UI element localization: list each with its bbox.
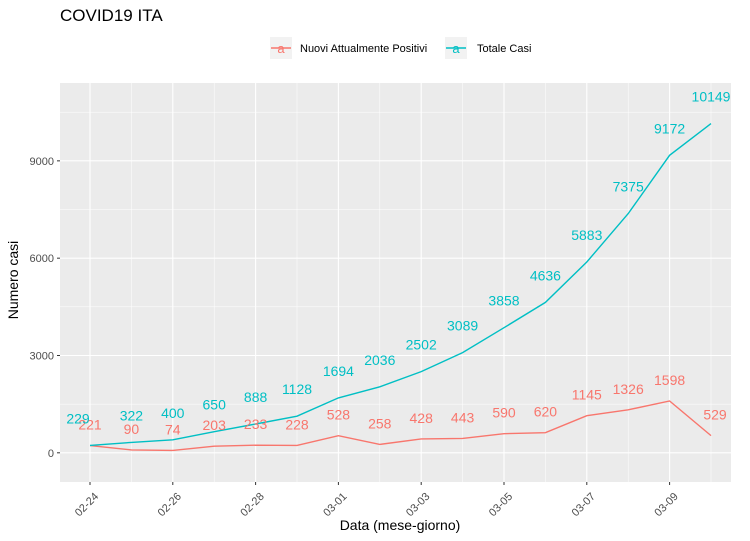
- x-axis-title: Data (mese-giorno): [340, 517, 461, 533]
- x-tick-label: 02-28: [238, 491, 266, 519]
- data-label: 221: [78, 417, 102, 433]
- data-label: 443: [451, 409, 475, 425]
- x-tick-label: 03-01: [321, 491, 349, 519]
- data-label: 322: [120, 407, 144, 423]
- data-label: 428: [410, 410, 434, 426]
- data-label: 74: [165, 421, 181, 437]
- legend-label: Nuovi Attualmente Positivi: [300, 43, 427, 55]
- data-label: 1326: [613, 381, 644, 397]
- plot-panel: [60, 83, 731, 482]
- data-label: 650: [203, 397, 227, 413]
- data-label: 620: [534, 404, 558, 420]
- data-label: 2502: [406, 337, 437, 353]
- data-label: 1598: [654, 372, 685, 388]
- data-label: 1128: [282, 381, 312, 397]
- data-label: 228: [285, 416, 309, 432]
- data-label: 2036: [364, 352, 395, 368]
- y-tick-label: 3000: [30, 350, 54, 362]
- series-line-1: [89, 123, 712, 447]
- x-tick-label: 03-07: [570, 491, 598, 519]
- legend-key-glyph: a: [452, 41, 460, 56]
- x-tick-label: 02-24: [73, 491, 101, 519]
- y-tick-label: 6000: [30, 253, 54, 265]
- x-tick-label: 03-05: [487, 491, 515, 519]
- data-label: 203: [203, 417, 227, 433]
- data-label: 229: [66, 410, 90, 426]
- y-tick-label: 9000: [30, 156, 54, 168]
- data-label: 3858: [488, 293, 519, 309]
- data-labels: 221 90 74 203 233 228 528 258 428 443 590 620 1145 13…: [66, 89, 730, 438]
- data-label: 90: [124, 421, 140, 437]
- data-label: 258: [368, 415, 392, 431]
- legend-label: Totale Casi: [477, 43, 531, 55]
- x-tick-label: 03-09: [652, 491, 680, 519]
- data-label: 7375: [613, 179, 644, 195]
- data-label: 1694: [323, 363, 354, 379]
- x-tick-label: 03-03: [404, 491, 432, 519]
- data-label: 529: [703, 407, 727, 423]
- data-label: 3089: [447, 318, 478, 334]
- data-label: 233: [244, 416, 268, 432]
- data-label: 400: [161, 405, 185, 421]
- y-tick-label: 0: [48, 448, 54, 460]
- series-lines: [89, 123, 712, 452]
- x-tick-label: 02-26: [156, 491, 184, 519]
- series-line-0: [89, 400, 712, 452]
- data-label: 888: [244, 389, 268, 405]
- data-label: 4636: [530, 267, 561, 283]
- data-label: 590: [492, 405, 516, 421]
- data-label: 528: [327, 407, 351, 423]
- chart-title: COVID19 ITA: [60, 6, 163, 25]
- legend: a Nuovi Attualmente Positivi a Totale Casi: [270, 37, 531, 59]
- y-axis-title: Numero casi: [5, 241, 21, 320]
- gridlines: [60, 83, 731, 482]
- data-label: 9172: [654, 120, 685, 136]
- data-label: 10149: [692, 89, 731, 105]
- data-label: 5883: [571, 227, 602, 243]
- data-label: 1145: [572, 387, 602, 403]
- legend-key-glyph: a: [277, 41, 285, 56]
